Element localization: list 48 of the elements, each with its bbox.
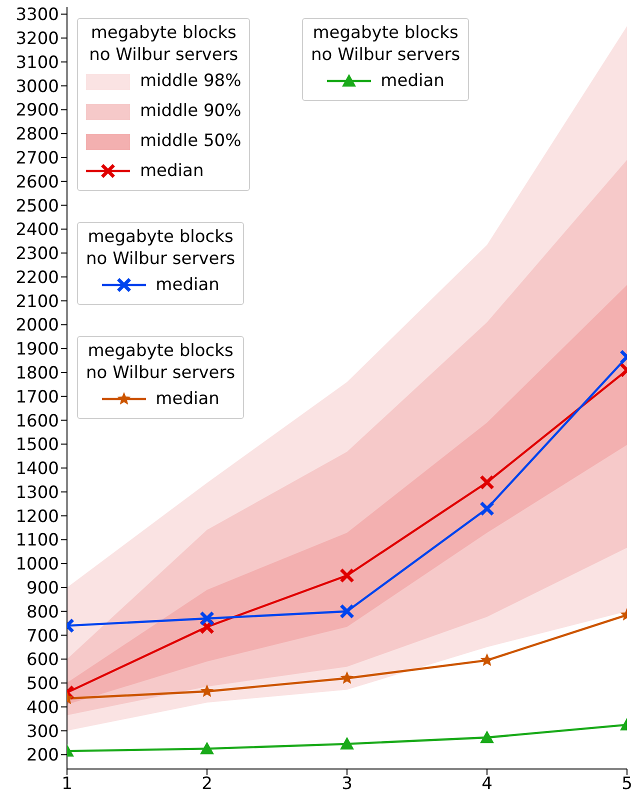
y-tick-label: 1200 xyxy=(16,506,59,527)
y-tick-label: 1300 xyxy=(16,482,59,503)
y-tick-label: 200 xyxy=(26,746,59,766)
x-tick-label: 1 xyxy=(62,774,72,794)
y-tick-label: 3200 xyxy=(16,29,59,50)
y-tick-label: 1100 xyxy=(16,530,59,551)
y-tick-label: 800 xyxy=(26,602,59,622)
y-tick-label: 300 xyxy=(26,722,59,742)
x-tick-label: 5 xyxy=(622,774,632,794)
y-tick-label: 2400 xyxy=(16,220,59,240)
y-tick-label: 2700 xyxy=(16,148,59,169)
y-tick-label: 2600 xyxy=(16,172,59,192)
y-tick-label: 900 xyxy=(26,578,59,598)
y-tick-label: 700 xyxy=(26,626,59,646)
y-tick-label: 2800 xyxy=(16,124,59,145)
y-tick-label: 1700 xyxy=(16,387,59,408)
y-tick-label: 2100 xyxy=(16,292,59,312)
y-tick-label: 500 xyxy=(26,674,59,694)
y-tick-label: 2500 xyxy=(16,196,59,216)
y-tick-label: 1500 xyxy=(16,435,59,456)
point xyxy=(340,604,354,618)
legend-label: median xyxy=(140,161,204,181)
y-tick-label: 3100 xyxy=(16,52,59,73)
point xyxy=(340,671,354,684)
y-tick-label: 1900 xyxy=(16,340,59,360)
legend-label: median xyxy=(156,389,220,409)
x-tick-label: 4 xyxy=(482,774,492,794)
legend-label: middle 98% xyxy=(140,71,242,91)
y-tick-label: 3000 xyxy=(16,76,59,97)
y-tick-label: 1400 xyxy=(16,459,59,480)
y-tick-label: 400 xyxy=(26,698,59,718)
y-tick-label: 2300 xyxy=(16,244,59,264)
legend-label: middle 50% xyxy=(140,131,242,151)
y-tick-label: 600 xyxy=(26,650,59,670)
legend-label: middle 90% xyxy=(140,101,242,121)
x-tick-label: 2 xyxy=(202,774,212,794)
y-tick-label: 2000 xyxy=(16,316,59,336)
y-tick-label: 3300 xyxy=(16,5,59,26)
point xyxy=(340,736,354,750)
x-tick-label: 3 xyxy=(342,774,352,794)
y-tick-label: 1800 xyxy=(16,364,59,384)
y-tick-label: 2900 xyxy=(16,100,59,121)
point xyxy=(340,568,354,583)
y-tick-label: 1600 xyxy=(16,411,59,432)
legend-label: median xyxy=(380,71,444,91)
legend-label: median xyxy=(156,275,220,295)
y-tick-label: 2200 xyxy=(16,268,59,288)
y-tick-label: 1000 xyxy=(16,554,59,575)
